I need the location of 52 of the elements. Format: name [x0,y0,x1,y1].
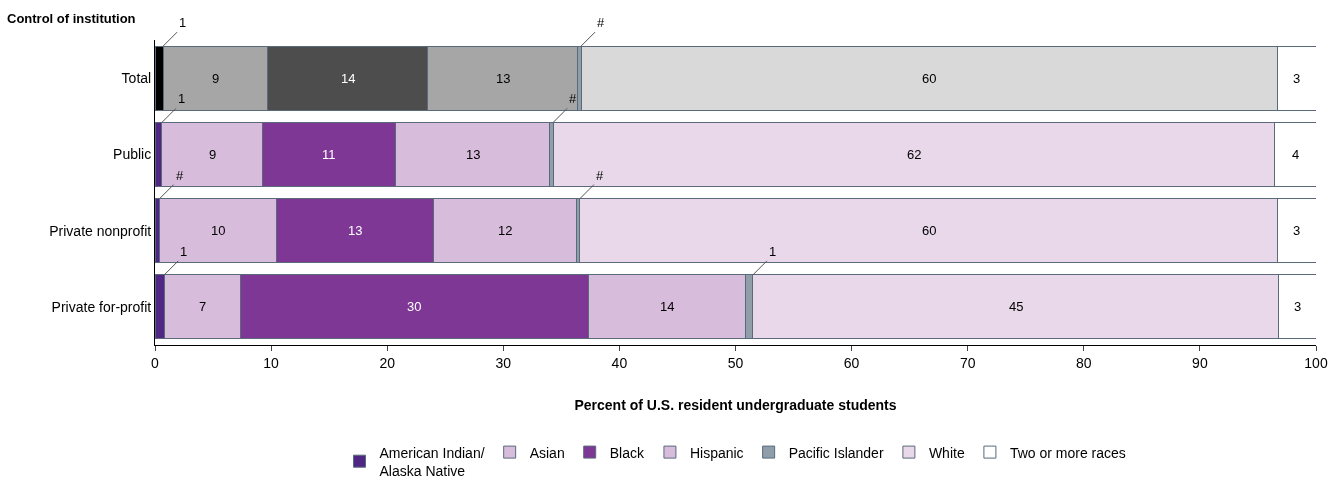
data-label: 7 [199,299,207,314]
legend-label: Hispanic [689,444,744,461]
data-label: 9 [212,71,220,86]
x-tick-label: 10 [263,354,280,371]
data-label: 1 [178,91,186,106]
legend-label: Black [609,444,645,461]
data-label: 1 [179,15,187,30]
x-tick-label: 40 [611,354,628,371]
data-label: 14 [660,299,675,314]
x-axis-title: Percent of U.S. resident undergraduate students [574,397,897,414]
data-label: # [596,168,604,183]
data-label: 4 [1292,147,1300,162]
x-tick-label: 80 [1076,354,1092,371]
data-label: 60 [922,223,937,238]
data-label: # [569,91,577,106]
x-tick-label: 30 [495,354,512,371]
y-tick-label: Public [113,146,152,163]
x-tick-label: 60 [843,354,860,371]
data-label: 3 [1293,223,1301,238]
data-label: 3 [1293,71,1301,86]
y-tick-label: Private for-profit [51,298,152,315]
data-label: 10 [211,223,226,238]
legend-label: Asian [529,444,565,461]
data-label: 13 [348,223,363,238]
data-label: 13 [496,71,511,86]
legend-label: American Indian/ Alaska Native [379,444,485,479]
data-label: 60 [922,71,937,86]
y-axis-title: Control of institution [7,11,136,26]
data-label: 62 [907,147,922,162]
data-label: # [597,15,605,30]
data-label: 3 [1294,299,1302,314]
data-label: # [176,168,184,183]
data-label: 30 [407,299,422,314]
data-label: 1 [769,244,777,259]
x-tick-label: 0 [151,354,160,371]
y-tick-label: Total [121,70,152,87]
data-label: 14 [341,71,356,86]
x-tick-label: 90 [1192,354,1208,371]
x-tick-label: 100 [1304,354,1328,371]
legend-label: Pacific Islander [788,444,884,461]
data-label: 1 [180,244,188,259]
y-tick-label: Private nonprofit [49,222,152,239]
data-label: 45 [1009,299,1024,314]
x-tick-label: 70 [959,354,976,371]
data-label: 11 [322,147,336,162]
data-label: 12 [498,223,513,238]
data-label: 13 [466,147,481,162]
legend-label: White [928,444,965,461]
legend-label: Two or more races [1009,444,1126,461]
data-label: 9 [209,147,217,162]
x-tick-label: 20 [379,354,396,371]
x-tick-label: 50 [727,354,744,371]
